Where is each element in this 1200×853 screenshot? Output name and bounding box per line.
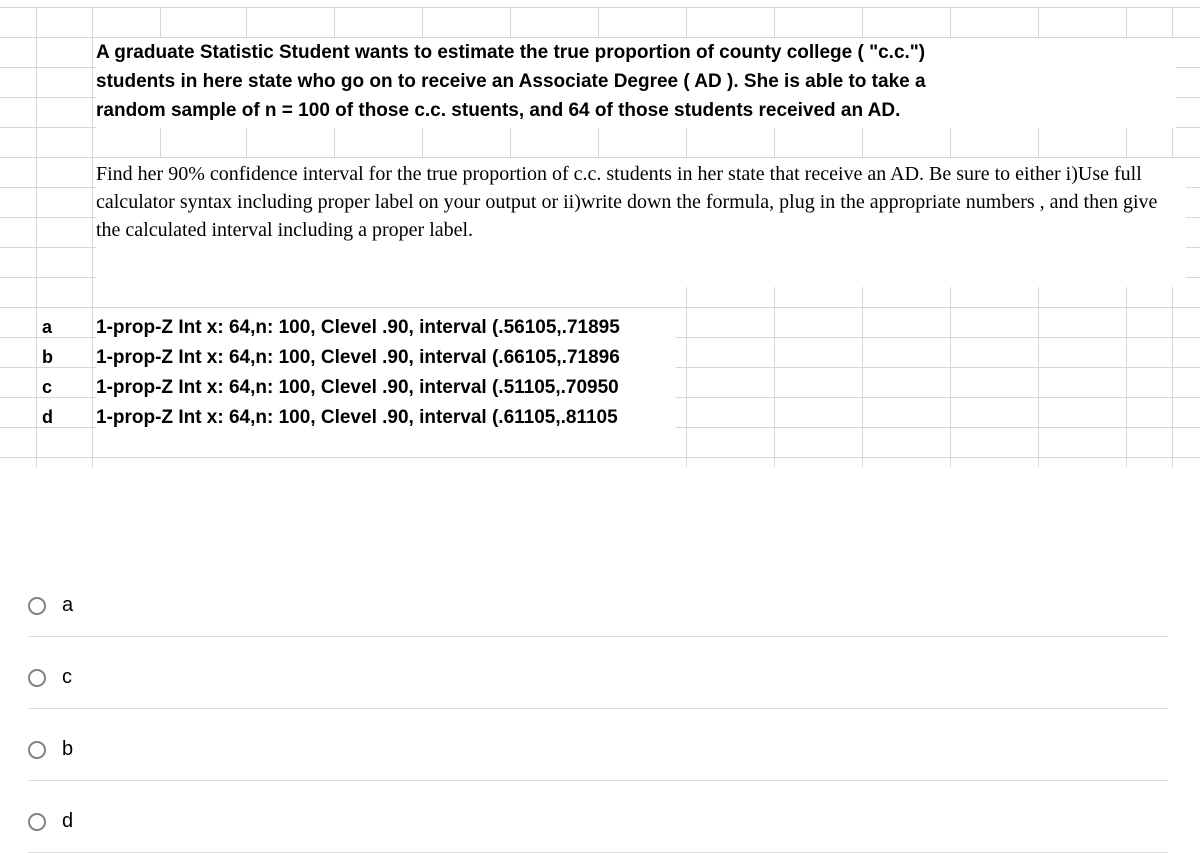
intro-line1: A graduate Statistic Student wants to es… <box>96 38 1176 67</box>
grid-vline <box>1172 7 1173 37</box>
grid-vline <box>862 287 863 437</box>
grid-vline <box>1126 437 1127 467</box>
radio-label-b: b <box>62 738 73 761</box>
grid-vline <box>862 7 863 37</box>
grid-vline <box>1172 437 1173 467</box>
grid-vline <box>334 128 335 158</box>
grid-vline <box>1172 128 1173 158</box>
radio-option-c[interactable]: c <box>28 647 1168 709</box>
radio-icon <box>28 741 46 759</box>
grid-vline <box>686 437 687 467</box>
grid-vline <box>950 437 951 467</box>
grid-vline <box>862 437 863 467</box>
option-text-a: 1-prop-Z Int x: 64,n: 100, Clevel .90, i… <box>96 317 676 339</box>
grid-vline <box>510 7 511 37</box>
grid-vline <box>686 7 687 37</box>
grid-vline <box>1038 128 1039 158</box>
option-label-b: b <box>42 347 90 368</box>
grid-vline <box>950 7 951 37</box>
grid-vline <box>774 437 775 467</box>
radio-option-a[interactable]: a <box>28 575 1168 637</box>
grid-vline <box>774 7 775 37</box>
radio-icon <box>28 813 46 831</box>
option-text-c: 1-prop-Z Int x: 64,n: 100, Clevel .90, i… <box>96 377 676 399</box>
grid-vline <box>1126 7 1127 37</box>
spreadsheet-sheet: A graduate Statistic Student wants to es… <box>0 0 1200 847</box>
grid-vline <box>92 7 93 467</box>
grid-vline <box>160 7 161 37</box>
grid-vline <box>774 287 775 437</box>
grid-vline <box>510 128 511 158</box>
grid-vline <box>950 128 951 158</box>
radio-icon <box>28 597 46 615</box>
grid-vline <box>422 7 423 37</box>
grid-vline <box>598 7 599 37</box>
grid-vline <box>36 7 37 467</box>
intro-line2: students in here state who go on to rece… <box>96 67 1176 96</box>
radio-label-d: d <box>62 810 73 833</box>
grid-vline <box>246 128 247 158</box>
grid-vline <box>598 128 599 158</box>
radio-option-b[interactable]: b <box>28 719 1168 781</box>
grid-vline <box>1126 287 1127 437</box>
grid-vline <box>862 128 863 158</box>
grid-vline <box>246 7 247 37</box>
option-label-d: d <box>42 407 90 428</box>
prompt-text: Find her 90% confidence interval for the… <box>96 160 1186 244</box>
prompt-block: Find her 90% confidence interval for the… <box>96 160 1186 280</box>
grid-vline <box>686 287 687 437</box>
grid-vline <box>422 128 423 158</box>
option-label-a: a <box>42 317 90 338</box>
radio-icon <box>28 669 46 687</box>
option-label-c: c <box>42 377 90 398</box>
grid-vline <box>334 7 335 37</box>
grid-vline <box>950 287 951 437</box>
grid-vline <box>1126 128 1127 158</box>
option-text-b: 1-prop-Z Int x: 64,n: 100, Clevel .90, i… <box>96 347 676 369</box>
grid-vline <box>160 128 161 158</box>
radio-label-c: c <box>62 666 72 689</box>
grid-vline <box>686 128 687 158</box>
grid-vline <box>1038 287 1039 437</box>
grid-vline <box>1038 7 1039 37</box>
option-text-d: 1-prop-Z Int x: 64,n: 100, Clevel .90, i… <box>96 407 676 429</box>
intro-line3: random sample of n = 100 of those c.c. s… <box>96 96 1176 125</box>
radio-option-d[interactable]: d <box>28 791 1168 853</box>
grid-vline <box>1038 437 1039 467</box>
radio-label-a: a <box>62 594 73 617</box>
intro-block: A graduate Statistic Student wants to es… <box>96 38 1176 128</box>
grid-vline <box>774 128 775 158</box>
grid-vline <box>1172 287 1173 437</box>
